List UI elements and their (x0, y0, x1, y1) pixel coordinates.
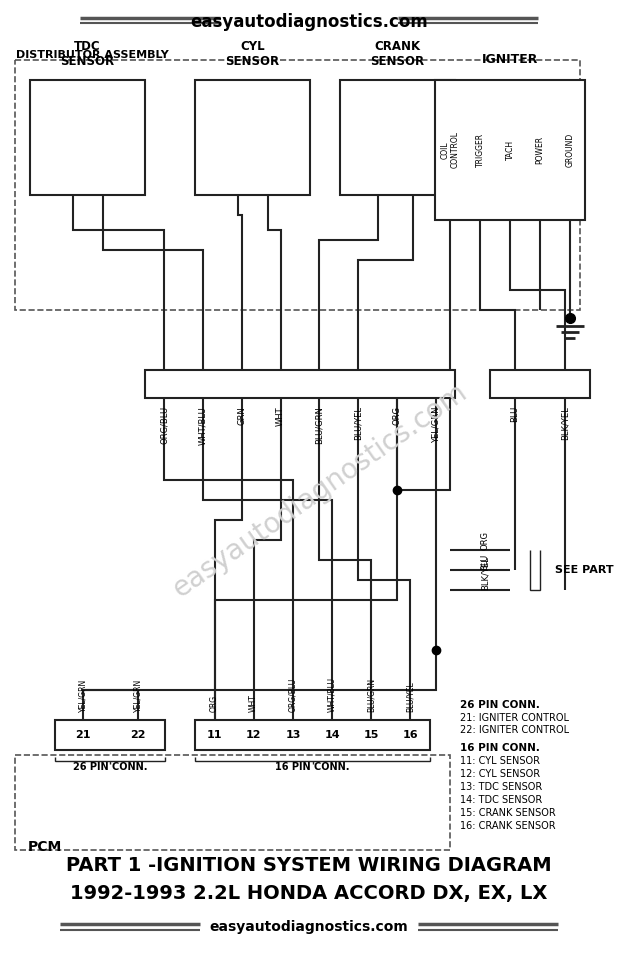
Text: YEL/GRN: YEL/GRN (431, 406, 440, 443)
Text: WHT/BLU: WHT/BLU (328, 677, 337, 712)
Text: 15: CRANK SENSOR: 15: CRANK SENSOR (460, 808, 556, 818)
Text: 21: IGNITER CONTROL: 21: IGNITER CONTROL (460, 713, 569, 723)
Text: 22: IGNITER CONTROL: 22: IGNITER CONTROL (460, 725, 569, 735)
Text: 16 PIN CONN.: 16 PIN CONN. (275, 762, 349, 772)
Text: CYL
SENSOR: CYL SENSOR (226, 40, 279, 68)
Text: ORG: ORG (392, 406, 401, 425)
Text: 12: CYL SENSOR: 12: CYL SENSOR (460, 769, 540, 779)
Text: ORG: ORG (210, 695, 219, 712)
Text: BLK/YEL: BLK/YEL (561, 406, 570, 440)
Text: 16: CRANK SENSOR: 16: CRANK SENSOR (460, 821, 556, 831)
Text: BLU/GRN: BLU/GRN (315, 406, 324, 444)
Text: IGNITER: IGNITER (482, 53, 538, 66)
Text: DISTRIBUTOR ASSEMBLY: DISTRIBUTOR ASSEMBLY (16, 50, 169, 60)
Text: COIL
CONTROL: COIL CONTROL (440, 131, 460, 169)
Text: BLU: BLU (510, 406, 520, 422)
Text: 13: 13 (286, 730, 300, 740)
Bar (195, 720, 430, 750)
Text: YEL/GRN: YEL/GRN (133, 679, 142, 712)
Text: TACH: TACH (506, 140, 515, 160)
Text: TRIGGER: TRIGGER (475, 133, 485, 167)
Bar (55, 720, 165, 750)
Text: ORG: ORG (481, 531, 489, 550)
Text: WHT: WHT (249, 694, 258, 712)
Text: 26 PIN CONN.: 26 PIN CONN. (460, 700, 540, 710)
Text: 11: 11 (207, 730, 222, 740)
Text: PCM: PCM (28, 840, 62, 854)
Text: easyautodiagnostics.com: easyautodiagnostics.com (167, 377, 473, 603)
Text: 21: 21 (75, 730, 90, 740)
Text: BLU: BLU (481, 554, 489, 570)
Text: 26 PIN CONN.: 26 PIN CONN. (73, 762, 147, 772)
Text: PART 1 -IGNITION SYSTEM WIRING DIAGRAM: PART 1 -IGNITION SYSTEM WIRING DIAGRAM (66, 856, 552, 874)
Bar (195, 80, 310, 195)
Text: 1992-1993 2.2L HONDA ACCORD DX, EX, LX: 1992-1993 2.2L HONDA ACCORD DX, EX, LX (70, 884, 548, 903)
Text: SEE PART 2: SEE PART 2 (555, 565, 618, 575)
Text: 14: 14 (324, 730, 340, 740)
Text: 16 PIN CONN.: 16 PIN CONN. (460, 743, 540, 753)
Text: WHT: WHT (276, 406, 285, 425)
Bar (340, 80, 455, 195)
Text: ORG/BLU: ORG/BLU (289, 678, 297, 712)
Text: 14: TDC SENSOR: 14: TDC SENSOR (460, 795, 542, 805)
Text: 11: CYL SENSOR: 11: CYL SENSOR (460, 756, 540, 766)
Text: BLU/YEL: BLU/YEL (353, 406, 363, 440)
Text: 22: 22 (130, 730, 145, 740)
Text: BLU/YEL: BLU/YEL (406, 681, 415, 712)
Text: GRN: GRN (237, 406, 247, 424)
Text: 16: 16 (402, 730, 418, 740)
Text: YEL/GRN: YEL/GRN (78, 679, 87, 712)
Text: ORG/BLU: ORG/BLU (160, 406, 169, 444)
Text: 13: TDC SENSOR: 13: TDC SENSOR (460, 782, 542, 792)
Text: BLU/GRN: BLU/GRN (366, 678, 376, 712)
Text: 15: 15 (363, 730, 379, 740)
Bar (30, 80, 145, 195)
Text: easyautodiagnostics.com: easyautodiagnostics.com (190, 13, 428, 31)
Text: GROUND: GROUND (565, 133, 575, 168)
Bar (15, 755, 450, 850)
Bar (145, 370, 455, 398)
Text: CRANK
SENSOR: CRANK SENSOR (370, 40, 425, 68)
Text: WHT/BLU: WHT/BLU (198, 406, 208, 445)
Text: BLK/YEL: BLK/YEL (481, 557, 489, 590)
Bar (490, 370, 590, 398)
Text: easyautodiagnostics.com: easyautodiagnostics.com (210, 920, 408, 934)
Text: TDC
SENSOR: TDC SENSOR (61, 40, 114, 68)
Text: 12: 12 (246, 730, 261, 740)
Text: POWER: POWER (536, 136, 544, 164)
Bar (435, 80, 585, 220)
Bar (15, 60, 580, 310)
